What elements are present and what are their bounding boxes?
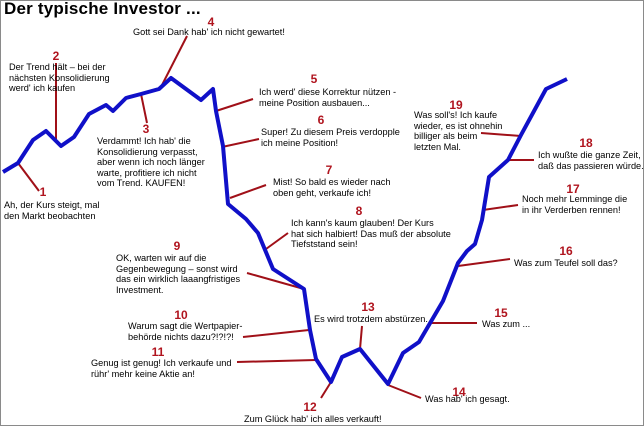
annotation-text-13: Es wird trotzdem abstürzen. [314, 314, 428, 324]
annotation-number-17: 17 [566, 182, 580, 196]
annotation-number-11: 11 [151, 345, 165, 359]
leader-line-1 [17, 162, 40, 192]
leader-line-10 [242, 329, 310, 338]
annotation-text-4: Gott sei Dank hab' ich nicht gewartet! [133, 27, 285, 37]
leader-line-12 [320, 381, 332, 399]
annotation-text-19: Was soll's! Ich kaufe wieder, es ist ohn… [414, 110, 503, 152]
annotation-number-16: 16 [559, 244, 573, 258]
leader-line-16 [457, 258, 511, 267]
annotation-number-10: 10 [174, 308, 188, 322]
annotation-text-6: Super! Zu diesem Preis verdopple ich mei… [261, 127, 400, 148]
annotation-number-5: 5 [310, 72, 318, 86]
annotation-text-5: Ich werd' diese Korrektur nützen - meine… [259, 87, 397, 108]
annotation-text-2: Der Trend hält – bei der nächsten Konsol… [9, 62, 110, 94]
leader-line-13 [359, 325, 363, 350]
leader-line-6 [221, 138, 260, 148]
leader-line-17 [482, 204, 519, 211]
annotation-number-14: 14 [452, 385, 466, 399]
annotation-number-4: 4 [207, 15, 215, 29]
leader-line-5 [215, 98, 254, 112]
leader-line-3 [140, 93, 148, 124]
annotation-text-8: Ich kann's kaum glauben! Der Kurs hat si… [291, 218, 451, 250]
annotation-text-11: Genug ist genug! Ich verkaufe und rühr' … [91, 358, 232, 379]
annotation-text-16: Was zum Teufel soll das? [514, 258, 618, 268]
annotation-number-12: 12 [303, 400, 317, 414]
annotation-text-7: Mist! So bald es wieder nach oben geht, … [273, 177, 391, 198]
annotation-number-3: 3 [142, 122, 150, 136]
annotation-number-6: 6 [317, 113, 325, 127]
diagram-title: Der typische Investor ... [4, 0, 201, 18]
annotation-number-19: 19 [449, 98, 463, 112]
leader-line-7 [229, 184, 267, 199]
leader-line-8 [265, 232, 289, 250]
annotation-number-1: 1 [39, 185, 47, 199]
annotation-number-15: 15 [494, 306, 508, 320]
annotation-number-18: 18 [579, 136, 593, 150]
annotation-number-8: 8 [355, 204, 363, 218]
leader-line-4 [160, 35, 188, 88]
annotation-number-13: 13 [361, 300, 375, 314]
leader-line-9 [246, 272, 305, 290]
annotation-text-3: Verdammt! Ich hab' die Konsolidierung ve… [97, 136, 205, 189]
annotation-number-7: 7 [325, 163, 333, 177]
annotation-text-1: Ah, der Kurs steigt, mal den Markt beoba… [4, 200, 100, 221]
annotation-number-9: 9 [173, 239, 181, 253]
leader-line-14 [387, 384, 422, 399]
annotation-number-2: 2 [52, 49, 60, 63]
annotation-text-14: Was hab' ich gesagt. [425, 394, 510, 404]
annotation-text-17: Noch mehr Lemminge die in ihr Verderben … [522, 194, 628, 215]
annotation-text-9: OK, warten wir auf die Gegenbewegung – s… [116, 253, 241, 295]
annotation-text-10: Warum sagt die Wertpapier- behörde nicht… [128, 321, 243, 342]
annotation-text-18: Ich wußte die ganze Zeit, daß das passie… [538, 150, 644, 171]
annotation-text-12: Zum Glück hab' ich alles verkauft! [244, 414, 382, 424]
price-curve [1, 76, 568, 386]
leader-line-19 [480, 132, 522, 137]
leader-line-11 [236, 359, 317, 363]
annotation-text-15: Was zum ... [482, 319, 531, 329]
